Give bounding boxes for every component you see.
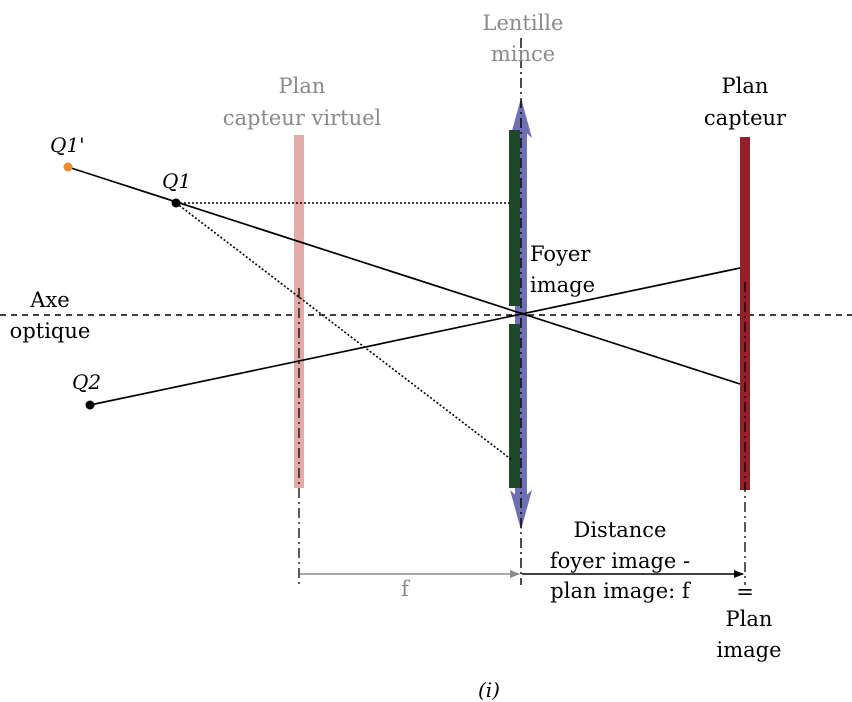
virtual-plane-label-line1: Plan	[279, 74, 326, 98]
distance-label-line2: foyer image -	[550, 549, 690, 573]
sensor-plane-label-line1: Plan	[722, 74, 769, 98]
focus-label-line2: image	[530, 273, 595, 297]
lens-label-line2: mince	[491, 42, 555, 66]
lens-body-upper	[509, 130, 520, 306]
axis-label-line2: optique	[10, 319, 91, 343]
q1-prime-label: Q1'	[50, 133, 85, 157]
image-plane-label-line2: image	[716, 638, 781, 662]
lens-arrow-bottom	[510, 490, 532, 530]
distance-label-line3: plan image: f	[550, 579, 692, 603]
q2-label: Q2	[72, 370, 101, 394]
ray-q1prime-through-focus	[67, 166, 741, 385]
q1-label: Q1	[162, 169, 191, 193]
figure-caption: (i)	[478, 678, 500, 702]
image-plane-label-line1: Plan	[726, 607, 773, 631]
focus-label-line1: Foyer	[530, 242, 591, 266]
lens-label-line1: Lentille	[483, 11, 564, 35]
distance-label-line1: Distance	[573, 518, 666, 542]
point-q1	[171, 198, 181, 208]
lens-body-lower	[509, 324, 520, 488]
axis-label-line1: Axe	[29, 288, 69, 312]
sensor-plane-label-line2: capteur	[704, 106, 787, 130]
virtual-plane-label-line2: capteur virtuel	[223, 106, 382, 130]
point-q1-prime	[63, 162, 73, 172]
equals-sign: =	[736, 580, 754, 604]
point-q2	[85, 400, 95, 410]
ray-q2-through-focus	[89, 267, 741, 406]
sensor-plane	[740, 137, 750, 490]
ray-q1-oblique-dotted	[175, 202, 513, 461]
f-gray-label: f	[401, 577, 411, 601]
